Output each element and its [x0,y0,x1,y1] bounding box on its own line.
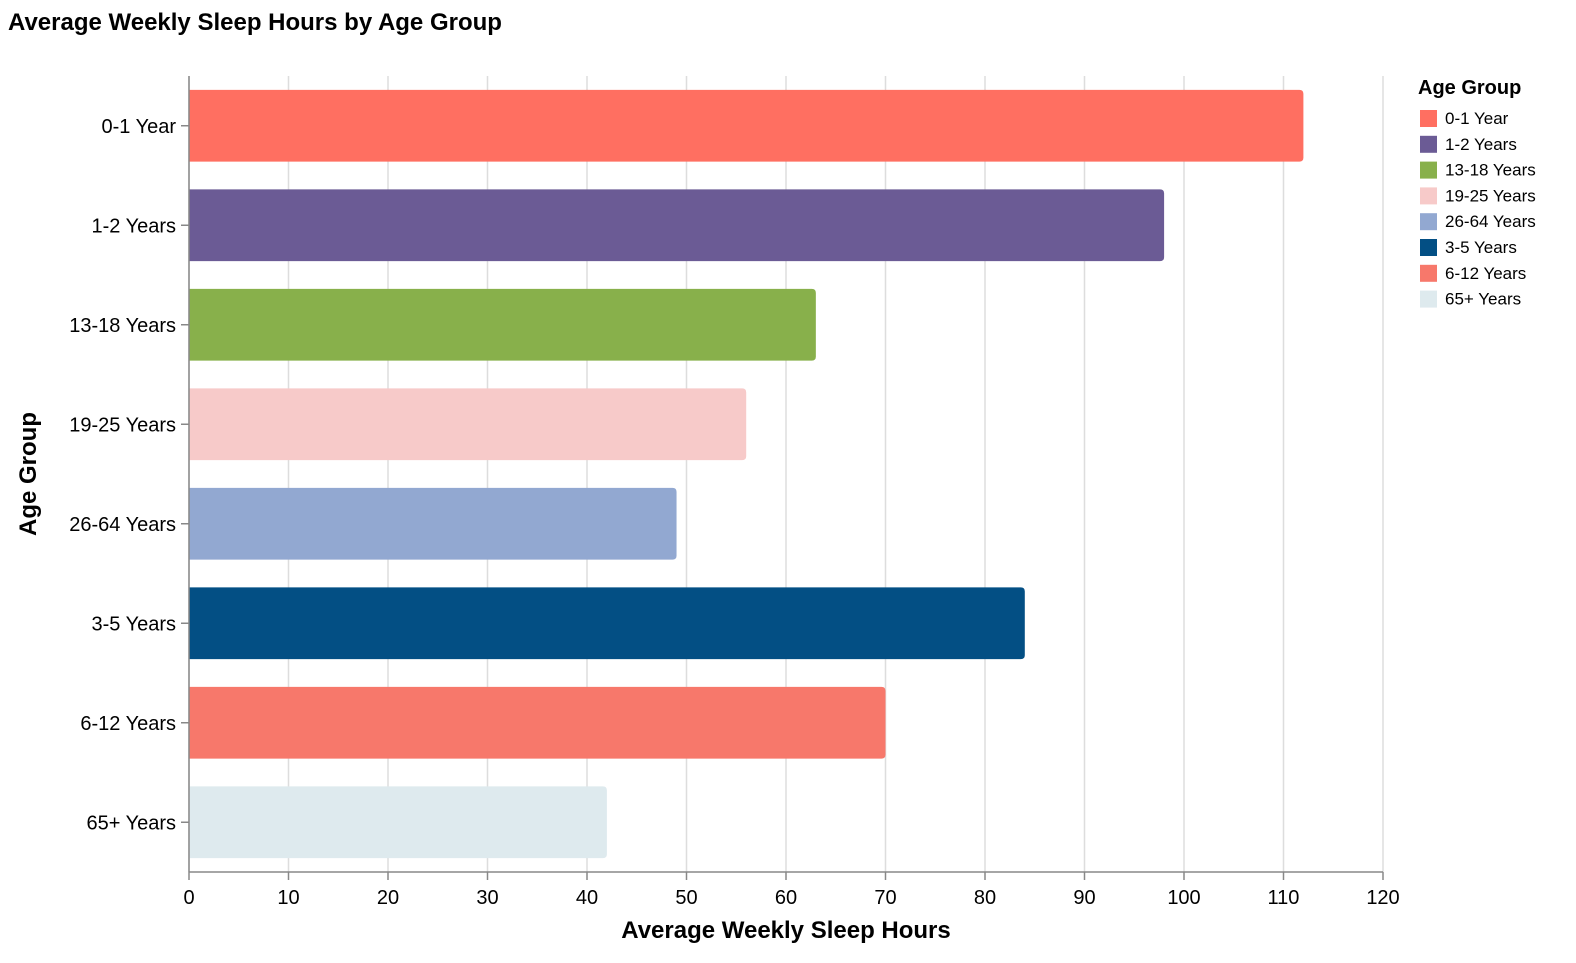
x-tick-label: 110 [1268,887,1300,909]
bar-3-5-years [189,587,1025,660]
x-tick-label: 0 [183,887,194,909]
bar-19-25-years [189,388,747,461]
x-tick-label: 30 [476,887,498,909]
y-tick-label: 1-2 Years [91,215,176,237]
legend-label: 6-12 Years [1445,264,1526,283]
bar-6-12-years [189,686,886,759]
legend-label: 26-64 Years [1445,212,1536,231]
legend-swatch [1420,290,1437,308]
y-tick-label: 26-64 Years [69,514,176,536]
y-tick-label: 19-25 Years [69,414,176,436]
y-tick-label: 13-18 Years [69,315,176,337]
bar-26-64-years [189,487,677,560]
legend-swatch [1420,239,1437,256]
legend-swatch [1420,161,1437,179]
x-tick-label: 10 [277,887,299,909]
legend-label: 0-1 Year [1445,109,1509,128]
legend-swatch [1420,110,1437,127]
legend-label: 13-18 Years [1445,161,1536,180]
x-tick-label: 70 [874,887,896,909]
legend-swatch [1420,135,1437,153]
legend-label: 19-25 Years [1445,186,1536,205]
legend-label: 1-2 Years [1445,135,1517,154]
x-tick-label: 50 [675,887,697,909]
y-tick-label: 65+ Years [86,812,176,834]
legend: Age Group 0-1 Year 1-2 Years 13-18 Years 19… [1418,77,1536,309]
bar-1-2-years [189,189,1165,262]
legend-label: 3-5 Years [1445,238,1517,257]
x-tick-label: 60 [775,887,797,909]
legend-swatch [1420,213,1437,231]
legend-swatch [1420,187,1437,205]
bar-layer [189,89,1304,859]
bar-65-years [189,786,607,859]
x-tick-label: 120 [1366,887,1399,909]
x-tick-label: 90 [1073,887,1095,909]
y-tick-label: 3-5 Years [91,613,176,635]
chart-title: Average Weekly Sleep Hours by Age Group [8,9,502,36]
x-tick-label: 40 [576,887,598,909]
bar-13-18-years [189,288,816,361]
y-axis-title: Age Group [15,412,42,536]
x-axis-title: Average Weekly Sleep Hours [621,917,950,944]
legend-title: Age Group [1418,77,1521,99]
y-tick-label: 0-1 Year [101,116,176,138]
x-tick-label: 80 [974,887,996,909]
x-tick-label: 100 [1167,887,1200,909]
x-tick-label: 20 [377,887,399,909]
legend-swatch [1420,264,1437,282]
legend-label: 65+ Years [1445,290,1521,309]
y-tick-label: 6-12 Years [80,713,176,735]
axis-layer: 0 10 20 30 40 50 60 70 80 90 100 110 120 0-1 Year 1-2 … [69,76,1400,909]
bar-0-1-year [189,89,1304,162]
